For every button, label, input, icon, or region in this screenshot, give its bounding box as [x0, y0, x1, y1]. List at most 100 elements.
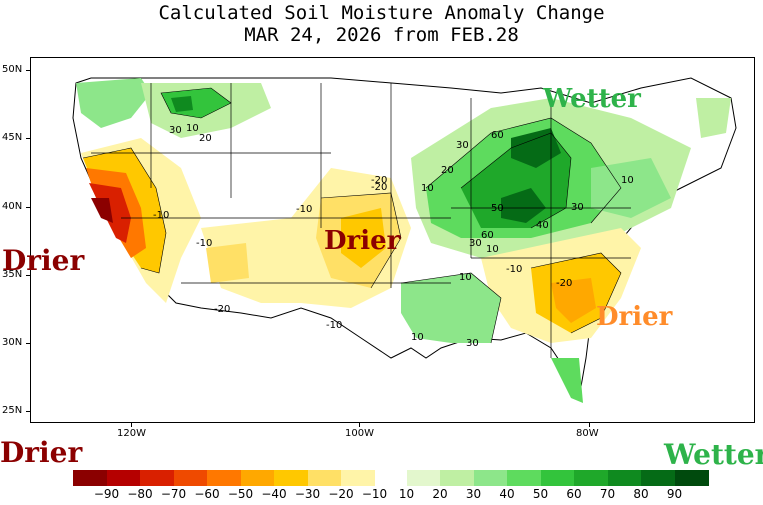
contour-label: 20 — [199, 133, 212, 144]
se-dry-strong — [551, 278, 596, 323]
lat-label-30n: 30N — [2, 337, 23, 348]
ne-wet-maine — [696, 98, 731, 138]
colorbar-swatch-dry — [73, 470, 107, 486]
colorbar-tick-label: −30 — [294, 487, 321, 501]
colorbar-swatch-wet — [473, 470, 508, 486]
colorbar-swatch-dry — [207, 470, 241, 486]
annotation-wetter-ne: Wetter — [543, 84, 641, 114]
contour-label: -20 — [556, 278, 572, 289]
contour-label: 10 — [486, 244, 499, 255]
contour-label: 60 — [481, 230, 494, 241]
colorbar-wetter-label: Wetter — [664, 438, 763, 471]
lon-label-80w: 80W — [576, 428, 599, 439]
map-svg: 10 20 30 -10 -20 10 20 30 60 50 40 30 10… — [72, 77, 737, 403]
contour-lines — [82, 87, 622, 344]
lat-tick — [26, 275, 30, 276]
lon-tick — [589, 423, 590, 427]
colorbar-swatch-wet — [641, 470, 675, 486]
contour-label: 10 — [459, 272, 472, 283]
colorbar-swatch-wet — [540, 470, 575, 486]
colorbar-tick-label: 60 — [566, 487, 582, 501]
colorbar-tick-label: −80 — [127, 487, 153, 501]
annotation-drier-central: Drier — [324, 226, 401, 256]
colorbar-swatch-wet — [607, 470, 642, 486]
lat-tick — [26, 207, 30, 208]
lat-label-45n: 45N — [2, 132, 23, 143]
lon-label-100w: 100W — [345, 428, 374, 439]
contour-label: 10 — [421, 183, 434, 194]
colorbar-tick-label: 30 — [465, 487, 482, 501]
central-dry-core — [341, 208, 386, 268]
colorbar-tick-label: −20 — [328, 487, 354, 501]
soil-moisture-map: 10 20 30 -10 -20 10 20 30 60 50 40 30 10… — [30, 57, 755, 423]
chart-title-line-1: Calculated Soil Moisture Anomaly Change — [158, 2, 605, 24]
lon-tick — [131, 423, 132, 427]
lat-label-25n: 25N — [2, 405, 23, 416]
gulf-wet — [401, 273, 501, 343]
lon-label-120w: 120W — [117, 428, 146, 439]
contour-label: 10 — [186, 123, 199, 134]
contour-label: -10 — [326, 320, 342, 331]
east-wet-core-2 — [511, 128, 561, 168]
colorbar-tick-label: 20 — [432, 487, 448, 501]
florida-wet — [551, 358, 583, 403]
lat-tick — [26, 70, 30, 71]
contour-label: 30 — [469, 238, 482, 249]
colorbar-swatch-dry — [274, 470, 308, 486]
annotation-drier-west: Drier — [2, 244, 85, 277]
lat-label-35n: 35N — [2, 269, 23, 280]
sw-dry-spot — [206, 243, 249, 283]
annotation-drier-se: Drier — [596, 302, 673, 332]
colorbar-swatch-wet — [406, 470, 441, 486]
colorbar-tick-label: 10 — [398, 487, 415, 501]
lon-tick — [359, 423, 360, 427]
colorbar-swatch-wet — [507, 470, 541, 486]
contour-label: 30 — [456, 140, 469, 151]
contour-label: -10 — [196, 238, 212, 249]
contour-label: -20 — [214, 304, 230, 315]
colorbar-tick-label: 40 — [499, 487, 515, 501]
contour-label: -10 — [506, 264, 522, 275]
west-dry-peak — [91, 198, 113, 223]
colorbar-swatch-dry — [140, 470, 174, 486]
colorbar-swatch-dry — [341, 470, 375, 486]
lat-tick — [26, 411, 30, 412]
colorbar-swatch-dry — [307, 470, 342, 486]
contour-label: 40 — [536, 220, 549, 231]
lat-tick — [26, 138, 30, 139]
east-wet-core — [501, 188, 546, 223]
contour-label: -20 — [371, 175, 387, 186]
colorbar-tick-label: 90 — [666, 487, 683, 501]
colorbar-tick-label: −90 — [93, 487, 120, 501]
colorbar-swatch-wet — [674, 470, 709, 486]
colorbar-tick-label: 80 — [633, 487, 649, 501]
colorbar-tick-label: −60 — [194, 487, 220, 501]
colorbar-swatch-dry — [173, 470, 208, 486]
contour-label: -10 — [153, 210, 169, 221]
contour-label: -20 — [371, 182, 387, 193]
colorbar-swatch-wet — [574, 470, 608, 486]
colorbar-tick-label: 50 — [532, 487, 549, 501]
contour-label: 50 — [491, 203, 504, 214]
colorbar-tick-label: −70 — [160, 487, 187, 501]
colorbar-tick-label: −10 — [361, 487, 388, 501]
nw-wet-area — [76, 78, 151, 128]
lat-label-50n: 50N — [2, 64, 23, 75]
contour-label: 60 — [491, 130, 504, 141]
state-boundaries — [91, 83, 631, 358]
colorbar-swatch-dry — [240, 470, 275, 486]
contour-label: 30 — [571, 202, 584, 213]
colorbar-swatch-dry — [106, 470, 141, 486]
contour-label: 30 — [466, 338, 479, 349]
contour-label: 30 — [169, 125, 182, 136]
nw-wet-peak — [171, 96, 193, 112]
contour-label: 10 — [411, 332, 424, 343]
contour-label: 20 — [441, 165, 454, 176]
lat-label-40n: 40N — [2, 201, 23, 212]
colorbar-drier-label: Drier — [0, 436, 83, 469]
lat-tick — [26, 343, 30, 344]
colorbar-tick-label: 70 — [599, 487, 616, 501]
contour-label: -10 — [296, 204, 312, 215]
chart-title-line-2: MAR 24, 2026 from FEB.28 — [244, 24, 519, 46]
colorbar-tick-label: −50 — [227, 487, 254, 501]
